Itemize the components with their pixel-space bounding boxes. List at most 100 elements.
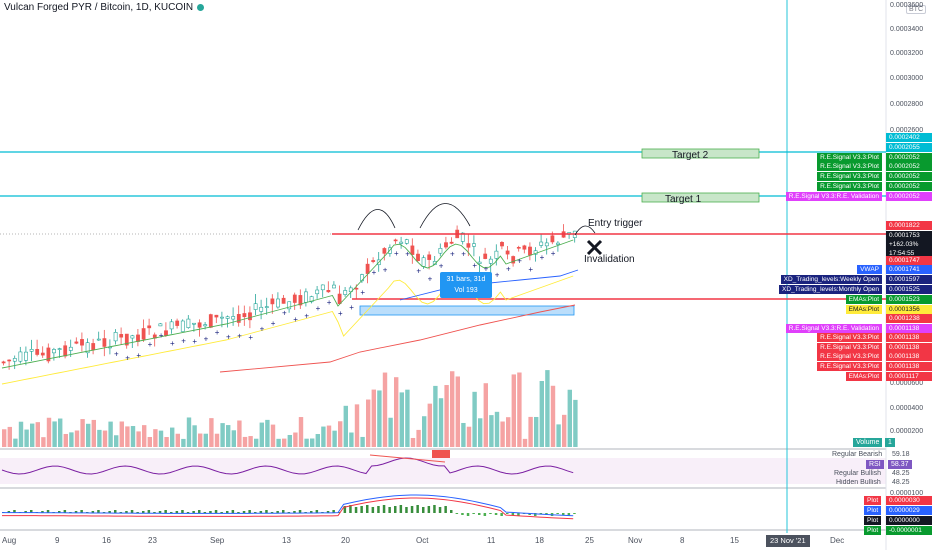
indicator-tag-label[interactable]: EMAs:Plot xyxy=(845,305,882,314)
regular-bearish-label: Regular Bearish xyxy=(832,451,883,458)
candle-body xyxy=(52,349,56,354)
target-1-label[interactable]: Target 1 xyxy=(665,194,702,205)
candle-body xyxy=(505,250,510,255)
macd-histogram-bar xyxy=(175,511,179,513)
volume-bar xyxy=(528,416,533,447)
candle-body xyxy=(421,257,426,267)
macd-histogram-bar xyxy=(254,512,257,513)
indicator-tag-label[interactable]: R.E.Signal V3.3:Plot xyxy=(817,352,882,361)
time-axis-label: Dec xyxy=(830,536,845,545)
candle-body xyxy=(164,330,168,336)
macd-histogram-bar xyxy=(343,506,347,513)
price-tag: 0.0001747 xyxy=(886,256,932,265)
indicator-tag-label[interactable]: R.E.Signal V3.3:Plot xyxy=(817,333,882,342)
indicator-tag-label[interactable]: R.E.Signal V3.3:R.E. Validation xyxy=(785,324,882,333)
invalidation-label[interactable]: Invalidation xyxy=(584,254,635,265)
macd-histogram-bar xyxy=(511,513,515,515)
macd-plot-label[interactable]: Plot xyxy=(864,496,882,505)
volume-legend-tag[interactable]: Volume xyxy=(853,438,883,447)
candle-body xyxy=(80,339,84,346)
signal-marker: + xyxy=(360,288,365,297)
macd-histogram-bar xyxy=(114,510,117,513)
candle-body xyxy=(287,301,292,310)
candle-body xyxy=(91,343,96,351)
indicator-tag-label[interactable]: XD_Trading_levels:Monthly Open xyxy=(779,285,882,294)
candle-body xyxy=(399,241,404,244)
macd-plot-label[interactable]: Plot xyxy=(864,506,882,515)
macd-histogram-bar xyxy=(410,506,414,513)
volume-bar xyxy=(97,429,102,447)
candle-body xyxy=(516,247,521,249)
volume-bar xyxy=(52,421,57,447)
candle-body xyxy=(85,342,90,354)
indicator-tag-label[interactable]: R.E.Signal V3.3:Plot xyxy=(817,172,882,181)
price-axis-label: 0.0002800 xyxy=(890,101,924,108)
indicator-tag-label[interactable]: R.E.Signal V3.3:Plot xyxy=(817,162,882,171)
signal-marker: + xyxy=(316,304,321,313)
indicator-tag-label[interactable]: VWAP xyxy=(857,265,882,274)
volume-bar xyxy=(147,436,152,447)
indicator-tag-value: 0.0001138 xyxy=(886,352,932,361)
candle-body xyxy=(158,323,163,327)
indicator-tag-label[interactable]: EMAs:Plot xyxy=(845,372,882,381)
indicator-tag-label[interactable]: EMAs:Plot xyxy=(845,295,882,304)
volume-bar xyxy=(69,432,74,447)
indicator-tag-value: 0.0001138 xyxy=(886,324,932,333)
candle-body xyxy=(298,295,303,306)
candle-body xyxy=(365,263,370,274)
candle-body xyxy=(248,312,252,321)
hidden-bullish-value: 48.25 xyxy=(892,479,910,485)
pattern-arc xyxy=(574,225,596,236)
macd-plot-value: 0.0000000 xyxy=(886,516,932,525)
signal-marker: + xyxy=(136,351,141,360)
indicator-tag-label[interactable]: R.E.Signal V3.3:R.E. Validation xyxy=(785,192,882,201)
candle-body xyxy=(63,345,68,357)
indicator-tag-value: 0.0001138 xyxy=(886,333,932,342)
indicator-tag-label[interactable]: R.E.Signal V3.3:Plot xyxy=(817,153,882,162)
volume-bar xyxy=(237,420,242,447)
rsi-label-tag[interactable]: RSI xyxy=(866,460,884,469)
date-range-measure-box[interactable]: 31 bars, 31d Vol 193 xyxy=(440,272,492,298)
volume-bar xyxy=(119,421,124,447)
candle-body xyxy=(231,316,236,320)
macd-histogram-bar xyxy=(192,511,195,513)
volume-bar xyxy=(91,419,96,447)
indicator-tag-label[interactable]: R.E.Signal V3.3:Plot xyxy=(817,182,882,191)
macd-plot-value: 0.0000029 xyxy=(886,506,932,515)
indicator-tag-label[interactable]: R.E.Signal V3.3:Plot xyxy=(817,362,882,371)
macd-plot-label[interactable]: Plot xyxy=(864,516,882,525)
indicator-tag-label[interactable]: XD_Trading_levels:Weekly Open xyxy=(780,275,882,284)
candle-body xyxy=(281,297,286,304)
volume-bar xyxy=(405,389,410,447)
price-tag: +162.03% xyxy=(886,240,932,249)
signal-marker: + xyxy=(304,311,309,320)
candle-body xyxy=(214,314,219,318)
target-2-label[interactable]: Target 2 xyxy=(672,150,709,161)
signal-marker: + xyxy=(439,261,444,270)
entry-trigger-label[interactable]: Entry trigger xyxy=(588,218,643,229)
volume-bar xyxy=(433,385,438,447)
volume-bar xyxy=(349,432,354,447)
symbol-header[interactable]: Vulcan Forged PYR / Bitcoin, 1D, KUCOIN xyxy=(4,2,205,13)
macd-histogram-bar xyxy=(282,510,285,513)
candle-body xyxy=(35,349,40,355)
volume-bar xyxy=(114,435,119,447)
macd-histogram-bar xyxy=(147,510,151,513)
candle-body xyxy=(236,314,241,323)
macd-histogram-bar xyxy=(97,510,100,513)
candle-body xyxy=(539,241,544,246)
candle-body xyxy=(242,313,247,318)
time-axis-label: Sep xyxy=(210,536,225,545)
indicator-tag-label[interactable]: R.E.Signal V3.3:Plot xyxy=(817,343,882,352)
macd-histogram-bar xyxy=(438,507,442,513)
signal-marker: + xyxy=(170,339,175,348)
currency-badge[interactable]: BTC xyxy=(906,5,926,14)
volume-bar xyxy=(573,399,578,447)
rsi-value-tag: 58.37 xyxy=(888,460,912,469)
macd-plot-label[interactable]: Plot xyxy=(864,526,882,535)
time-axis-label: 20 xyxy=(341,536,350,545)
price-axis-label: 0.0003000 xyxy=(890,75,924,82)
macd-histogram-bar xyxy=(310,511,313,513)
signal-marker: + xyxy=(282,309,287,318)
